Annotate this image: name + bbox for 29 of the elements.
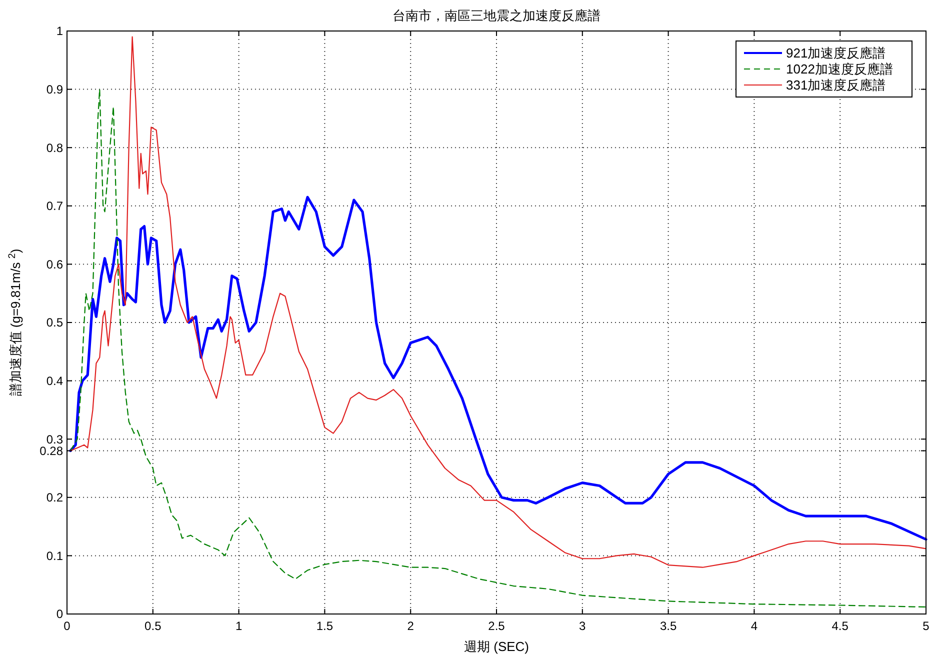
- x-tick-label: 5: [922, 619, 930, 633]
- line-series: [70, 36, 927, 568]
- y-tick-label: 0.3: [46, 432, 64, 446]
- x-axis-title: 週期 (SEC): [464, 639, 529, 654]
- x-tick-label: 3.5: [660, 619, 677, 633]
- x-tick-label: 1: [235, 619, 242, 633]
- y-tick-label: 0.6: [46, 257, 64, 272]
- x-tick-label: 0.5: [144, 619, 162, 633]
- legend-label: 331加速度反應譜: [786, 78, 886, 93]
- x-tick-label: 2.5: [488, 619, 506, 633]
- y-tick-label: 0.28: [40, 444, 64, 458]
- y-tick-label: 0.4: [46, 374, 64, 388]
- line-series: [69, 196, 928, 541]
- x-tick-label: 1.5: [316, 619, 334, 633]
- legend-label: 1022加速度反應譜: [786, 62, 893, 77]
- x-tick-label: 2: [407, 619, 414, 633]
- y-tick-label: 0.1: [46, 548, 64, 563]
- y-tick-label: 0.9: [46, 82, 64, 96]
- y-tick-label: 0.8: [46, 140, 64, 155]
- x-tick-label: 4.5: [832, 619, 849, 633]
- y-tick-label: 0: [56, 607, 64, 622]
- x-tick-label: 4: [750, 619, 758, 633]
- x-tick-label: 3: [579, 619, 586, 633]
- chart-title: 台南市，南區三地震之加速度反應譜: [392, 8, 600, 23]
- y-tick-label: 0.7: [46, 199, 64, 214]
- y-tick-label: 0.5: [46, 316, 64, 330]
- y-tick-label: 1: [56, 24, 64, 38]
- legend-label: 921加速度反應譜: [786, 46, 886, 61]
- y-tick-label: 0.2: [46, 490, 64, 505]
